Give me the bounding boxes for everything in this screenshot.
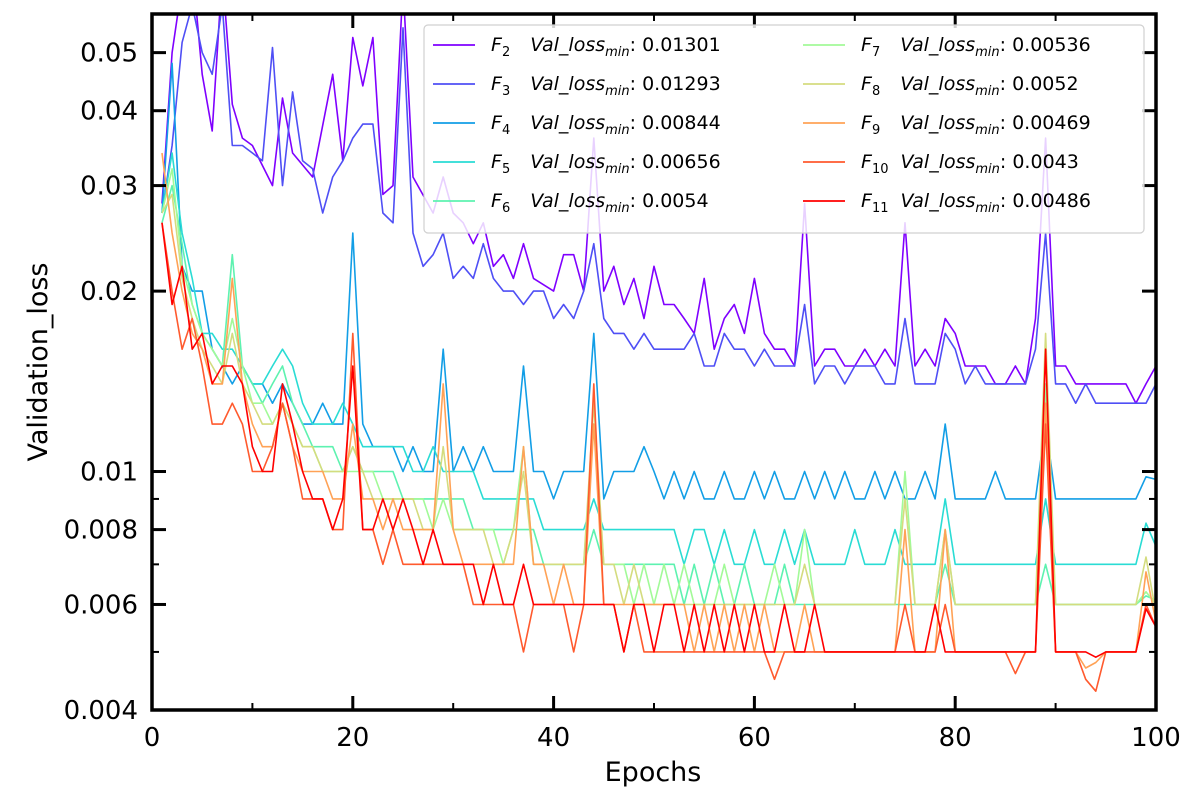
y-tick-label: 0.02 [80,277,138,307]
series-line-f6 [161,184,1156,606]
legend-box [423,24,1145,234]
legend-label-f10: F10 Val_lossmin: 0.0043 [861,151,1079,177]
y-axis-label: Validation_loss [23,263,54,462]
series-line-f10 [161,222,1156,692]
x-tick-label: 80 [939,723,972,753]
y-tick-label: 0.006 [64,590,138,620]
legend: F2 Val_lossmin: 0.01301 F3 Val_lossmin: 0.0… [423,24,1145,234]
legend-label-f8: F8 Val_lossmin: 0.0052 [861,73,1079,99]
legend-label-f7: F7 Val_lossmin: 0.00536 [861,34,1091,60]
y-tick-label: 0.01 [80,458,138,488]
legend-label-f5: F5 Val_lossmin: 0.00656 [491,151,721,177]
x-tick-label: 40 [537,723,570,753]
ticks-layer: 0 20 40 60 80 100 0.004 0.006 0.008 0.01 0.02 0.03 0… [64,14,1181,753]
legend-label-f2: F2 Val_lossmin: 0.01301 [491,34,721,60]
legend-label-f3: F3 Val_lossmin: 0.01293 [491,73,721,99]
y-tick-label: 0.03 [80,172,138,202]
y-tick-label: 0.004 [64,696,138,726]
series-line-f7 [161,168,1156,606]
y-tick-label: 0.008 [64,516,138,546]
series-layer [161,14,1156,692]
series-line-f8 [161,193,1156,614]
legend-label-f4: F4 Val_lossmin: 0.00844 [491,112,721,138]
series-line-f11 [161,222,1156,658]
series-line-f5 [161,152,1156,566]
x-tick-label: 20 [336,723,369,753]
series-line-f4 [161,62,1156,500]
y-tick-label: 0.05 [80,39,138,69]
series-line-f3 [161,14,1156,404]
legend-label-f6: F6 Val_lossmin: 0.0054 [491,190,709,216]
legend-label-f11: F11 Val_lossmin: 0.00486 [861,190,1091,216]
x-tick-label: 60 [738,723,771,753]
x-tick-label: 100 [1131,723,1181,753]
x-tick-label: 0 [144,723,161,753]
y-tick-label: 0.04 [80,97,138,127]
x-axis-label: Epochs [605,757,702,788]
legend-label-f9: F9 Val_lossmin: 0.00469 [861,112,1091,138]
